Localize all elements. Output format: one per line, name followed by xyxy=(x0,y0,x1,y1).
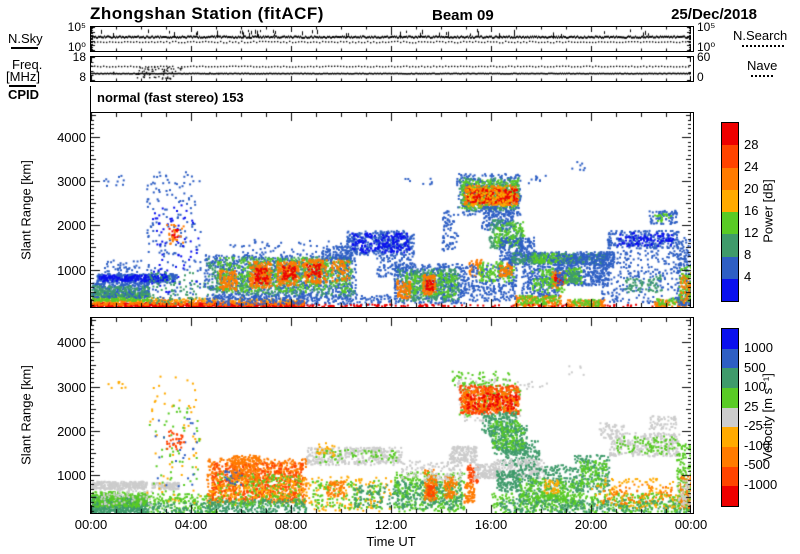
power-range-tick-label: 1000 xyxy=(57,262,86,278)
colorbar-segment xyxy=(722,368,738,389)
slant-range-label-power: Slant Range [km] xyxy=(18,160,34,260)
colorbar-boundary-label: -100 xyxy=(744,437,771,453)
colorbar-segment xyxy=(722,329,738,349)
time-tick-label: 16:00 xyxy=(474,517,508,532)
colorbar-boundary-label: 28 xyxy=(744,137,759,152)
freq-label-line2: [MHz] xyxy=(6,69,40,84)
nave-axis-top-label: 60 xyxy=(697,50,711,64)
velocity-range-tick-label: 4000 xyxy=(57,335,86,351)
noise-panel xyxy=(90,26,694,52)
colorbar-segment xyxy=(722,189,738,212)
colorbar-boundary-label: 8 xyxy=(744,247,752,262)
colorbar-boundary-label: 16 xyxy=(744,203,759,218)
colorbar-segment xyxy=(722,348,738,369)
colorbar-segment xyxy=(722,256,738,279)
noise-right-axis-bottom-label: 10⁰ xyxy=(697,40,716,54)
power-range-tick-label: 2000 xyxy=(57,218,86,234)
colorbar-boundary-label: 500 xyxy=(744,359,766,375)
power-colorbar-title: Power [dB] xyxy=(760,179,776,243)
velocity-panel xyxy=(90,317,694,514)
slant-range-label-velocity: Slant Range [km] xyxy=(18,365,34,465)
freq-panel xyxy=(90,56,694,82)
colorbar-segment xyxy=(722,486,738,507)
colorbar-boundary-label: 1000 xyxy=(744,340,773,356)
colorbar-boundary-label: 4 xyxy=(744,269,752,284)
noise-right-axis-top-label: 10⁵ xyxy=(697,20,716,34)
cpid-value: normal (fast stereo) 153 xyxy=(97,90,244,105)
colorbar-segment xyxy=(722,427,738,448)
freq-panel-canvas xyxy=(91,57,691,81)
velocity-rti-canvas xyxy=(91,318,691,513)
velocity-colorbar-title: Velocity [m s⁻¹] xyxy=(760,373,775,461)
noise-axis-top-label: 10⁵ xyxy=(67,20,86,34)
colorbar-boundary-label: 24 xyxy=(744,159,759,174)
velocity-range-tick-label: 2000 xyxy=(57,424,86,439)
time-tick-label: 00:00 xyxy=(674,517,708,532)
freq-axis-bottom-label: 8 xyxy=(79,70,86,84)
nsky-line-sample xyxy=(11,47,38,49)
nave-line-sample xyxy=(751,75,773,77)
colorbar-segment xyxy=(722,123,738,146)
time-tick-label: 20:00 xyxy=(574,517,608,532)
colorbar-segment xyxy=(722,388,738,408)
colorbar-boundary-label: 20 xyxy=(744,181,759,196)
freq-axis-top-label: 18 xyxy=(72,50,86,64)
colorbar-segment xyxy=(722,145,738,168)
nave-label: Nave xyxy=(747,58,778,73)
power-range-tick-label: 3000 xyxy=(57,174,86,190)
colorbar-boundary-label: 25 xyxy=(744,398,759,414)
nsearch-line-sample xyxy=(742,45,784,47)
noise-axis-bottom-label: 10⁰ xyxy=(67,40,86,54)
colorbar-boundary-label: -1000 xyxy=(744,476,778,492)
nsky-label: N.Sky xyxy=(8,31,43,46)
plot-title: Zhongshan Station (fitACF) xyxy=(90,4,324,23)
power-range-tick-label: 4000 xyxy=(57,130,86,146)
velocity-colorbar xyxy=(721,328,739,507)
time-tick-label: 04:00 xyxy=(174,517,208,532)
colorbar-segment xyxy=(722,167,738,190)
colorbar-boundary-label: -500 xyxy=(744,457,771,473)
velocity-range-tick-label: 1000 xyxy=(57,468,86,484)
date-label: 25/Dec/2018 xyxy=(671,6,757,23)
time-tick-label: 08:00 xyxy=(274,517,308,532)
colorbar-segment xyxy=(722,212,738,235)
colorbar-segment xyxy=(722,234,738,257)
freq-label-line1: Freq. xyxy=(12,57,43,72)
time-tick-label: 12:00 xyxy=(374,517,408,532)
nave-axis-bottom-label: 0 xyxy=(697,70,704,84)
nsearch-label: N.Search xyxy=(733,28,788,43)
cpid-label: CPID xyxy=(8,87,40,102)
colorbar-segment xyxy=(722,466,738,487)
freq-line-sample xyxy=(9,85,36,87)
colorbar-boundary-label: -25 xyxy=(744,418,763,434)
colorbar-segment xyxy=(722,407,738,428)
colorbar-segment xyxy=(722,278,738,301)
time-tick-label: 00:00 xyxy=(74,517,108,532)
noise-panel-canvas xyxy=(91,27,691,51)
colorbar-boundary-label: 100 xyxy=(744,379,766,395)
time-axis-title: Time UT xyxy=(366,534,416,549)
velocity-range-tick-label: 3000 xyxy=(57,379,86,395)
beam-label: Beam 09 xyxy=(432,7,494,24)
cpid-axis-stub xyxy=(90,86,91,112)
power-colorbar xyxy=(721,122,739,302)
power-panel xyxy=(90,112,694,308)
power-rti-canvas xyxy=(91,113,691,307)
colorbar-boundary-label: 12 xyxy=(744,225,759,240)
colorbar-segment xyxy=(722,447,738,467)
